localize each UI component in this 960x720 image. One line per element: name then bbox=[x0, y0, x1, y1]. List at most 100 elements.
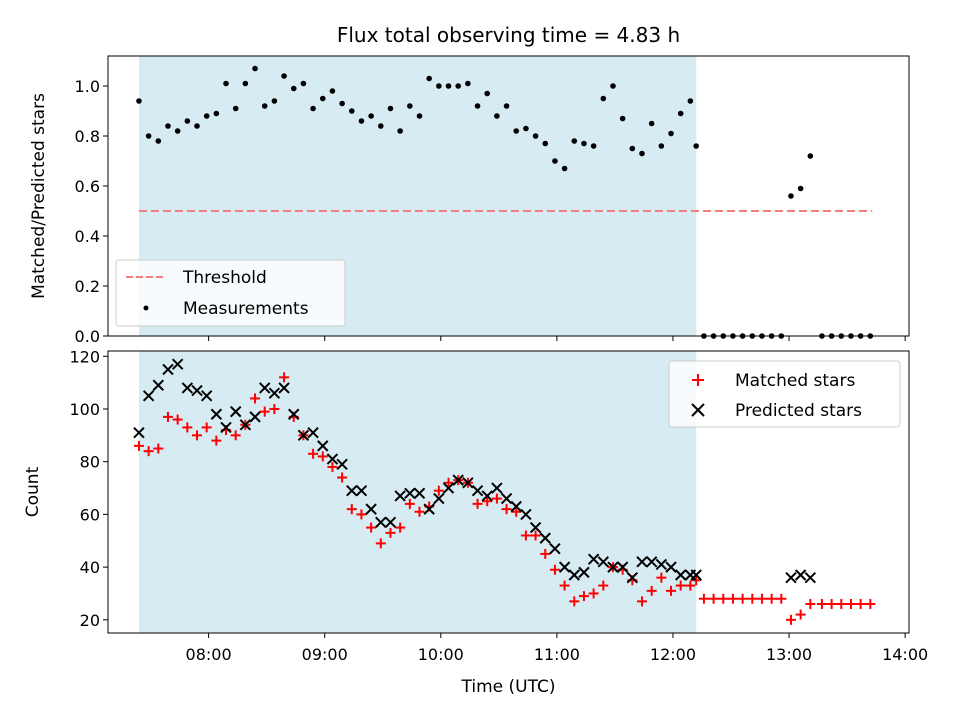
measurement-point bbox=[290, 85, 297, 92]
x-tick-label: 10:00 bbox=[418, 645, 464, 664]
y-tick-label: 0.4 bbox=[75, 227, 100, 246]
measurement-point bbox=[503, 103, 510, 109]
matched-stars-point bbox=[172, 414, 183, 425]
measurement-point bbox=[571, 138, 578, 144]
measurement-point bbox=[542, 140, 549, 147]
count-panel-frame bbox=[107, 350, 910, 634]
ratio-legend: Threshold Measurements bbox=[115, 259, 346, 327]
predicted-stars-point bbox=[326, 453, 339, 465]
measurement-point bbox=[523, 125, 529, 132]
predicted-stars-point bbox=[317, 440, 329, 452]
measurement-point bbox=[407, 103, 413, 109]
measurement-point bbox=[436, 83, 442, 89]
measurements-legend-label: Measurements bbox=[183, 299, 309, 319]
predicted-stars-point bbox=[181, 382, 194, 394]
measurement-point bbox=[184, 118, 191, 124]
measurement-point bbox=[610, 83, 616, 89]
predicted-stars-point bbox=[336, 458, 348, 471]
matched-stars-point bbox=[356, 509, 367, 520]
predicted-stars-point bbox=[210, 408, 223, 420]
measurement-point bbox=[552, 158, 558, 164]
y-tick-label: 0.6 bbox=[75, 177, 100, 196]
count-legend: Matched stars Predicted stars bbox=[668, 360, 901, 428]
predicted-stars-point bbox=[133, 426, 145, 439]
count-series bbox=[133, 358, 876, 625]
matched-stars-point bbox=[308, 448, 319, 459]
predicted-stars-point bbox=[636, 556, 648, 568]
matched-stars-point bbox=[317, 451, 328, 462]
matched-stars-point bbox=[559, 580, 570, 591]
y-tick-label: 1.0 bbox=[75, 77, 100, 96]
matched-stars-point bbox=[666, 585, 677, 596]
measurement-point bbox=[281, 73, 287, 79]
predicted-stars-point bbox=[191, 384, 203, 397]
matched-stars-point bbox=[153, 443, 164, 454]
matched-stars-point bbox=[708, 593, 719, 604]
matched-stars-point bbox=[182, 422, 193, 433]
matched-stars-point bbox=[346, 504, 357, 515]
matched-stars-point bbox=[805, 599, 816, 610]
predicted-stars-point bbox=[413, 487, 426, 500]
x-tick-label: 08:00 bbox=[186, 645, 232, 664]
matched-stars-point bbox=[737, 593, 748, 604]
measurement-point bbox=[358, 118, 365, 124]
measurement-point bbox=[271, 98, 278, 104]
count-y-ticks: 20 40 60 80 100 120 bbox=[69, 347, 108, 630]
matched-stars-point bbox=[211, 435, 222, 446]
matched-stars-point bbox=[578, 591, 589, 602]
matched-stars-legend-marker bbox=[692, 374, 704, 386]
predicted-stars-point bbox=[239, 419, 252, 431]
matched-stars-point bbox=[162, 411, 173, 422]
matched-stars-point bbox=[646, 585, 657, 596]
y-tick-label: 0.8 bbox=[75, 127, 100, 146]
predicted-stars-point bbox=[645, 556, 658, 568]
measurement-point bbox=[252, 65, 258, 72]
predicted-stars-point bbox=[278, 382, 290, 394]
predicted-stars-point bbox=[433, 492, 445, 505]
predicted-stars-point bbox=[200, 390, 213, 402]
measurement-point bbox=[788, 193, 794, 199]
predicted-stars-point bbox=[616, 561, 629, 573]
x-axis-label: Time (UTC) bbox=[461, 677, 556, 697]
measurement-point bbox=[368, 113, 374, 119]
measurement-point bbox=[397, 128, 403, 134]
predicted-stars-point bbox=[346, 484, 358, 497]
predicted-stars-point bbox=[529, 521, 542, 534]
matched-stars-point bbox=[259, 406, 270, 417]
measurement-point bbox=[677, 110, 684, 117]
predicted-stars-point bbox=[249, 411, 261, 423]
x-tick-label: 13:00 bbox=[766, 645, 812, 664]
matched-stars-point bbox=[588, 588, 599, 599]
measurement-point bbox=[145, 133, 152, 139]
matched-stars-point bbox=[269, 403, 280, 414]
matched-stars-point bbox=[691, 575, 702, 586]
measurement-point bbox=[600, 95, 607, 102]
predicted-stars-point bbox=[597, 556, 610, 568]
count-panel: 20 40 60 80 100 120 08:00 09:00 10:00 11:00 12:00… bbox=[23, 347, 928, 697]
matched-stars-point bbox=[133, 440, 144, 451]
measurement-point bbox=[619, 115, 626, 122]
matched-stars-point bbox=[826, 599, 837, 610]
matched-stars-point bbox=[404, 498, 415, 509]
predicted-stars-point bbox=[655, 558, 668, 571]
matched-stars-point bbox=[598, 580, 609, 591]
matched-stars-point bbox=[192, 430, 202, 441]
measurement-point bbox=[532, 133, 539, 139]
matched-stars-point bbox=[766, 593, 777, 604]
predicted-stars-point bbox=[491, 482, 503, 494]
predicted-stars-point bbox=[690, 569, 702, 581]
measurement-point bbox=[426, 75, 432, 82]
ratio-panel: 0.0 0.2 0.4 0.6 0.8 1.0 Flux total observing … bbox=[29, 23, 910, 346]
matched-stars-point bbox=[530, 530, 541, 541]
measurement-point bbox=[136, 98, 142, 104]
y-tick-label: 120 bbox=[69, 347, 100, 366]
predicted-stars-point bbox=[674, 569, 687, 581]
measurement-point bbox=[693, 143, 699, 149]
count-legend-box bbox=[668, 360, 901, 428]
predicted-stars-point bbox=[375, 516, 387, 529]
measurement-point bbox=[329, 88, 336, 94]
measurements-legend-marker bbox=[143, 305, 149, 311]
measurement-point bbox=[300, 80, 307, 87]
predicted-stars-point bbox=[162, 363, 174, 376]
matched-stars-point bbox=[414, 506, 425, 517]
